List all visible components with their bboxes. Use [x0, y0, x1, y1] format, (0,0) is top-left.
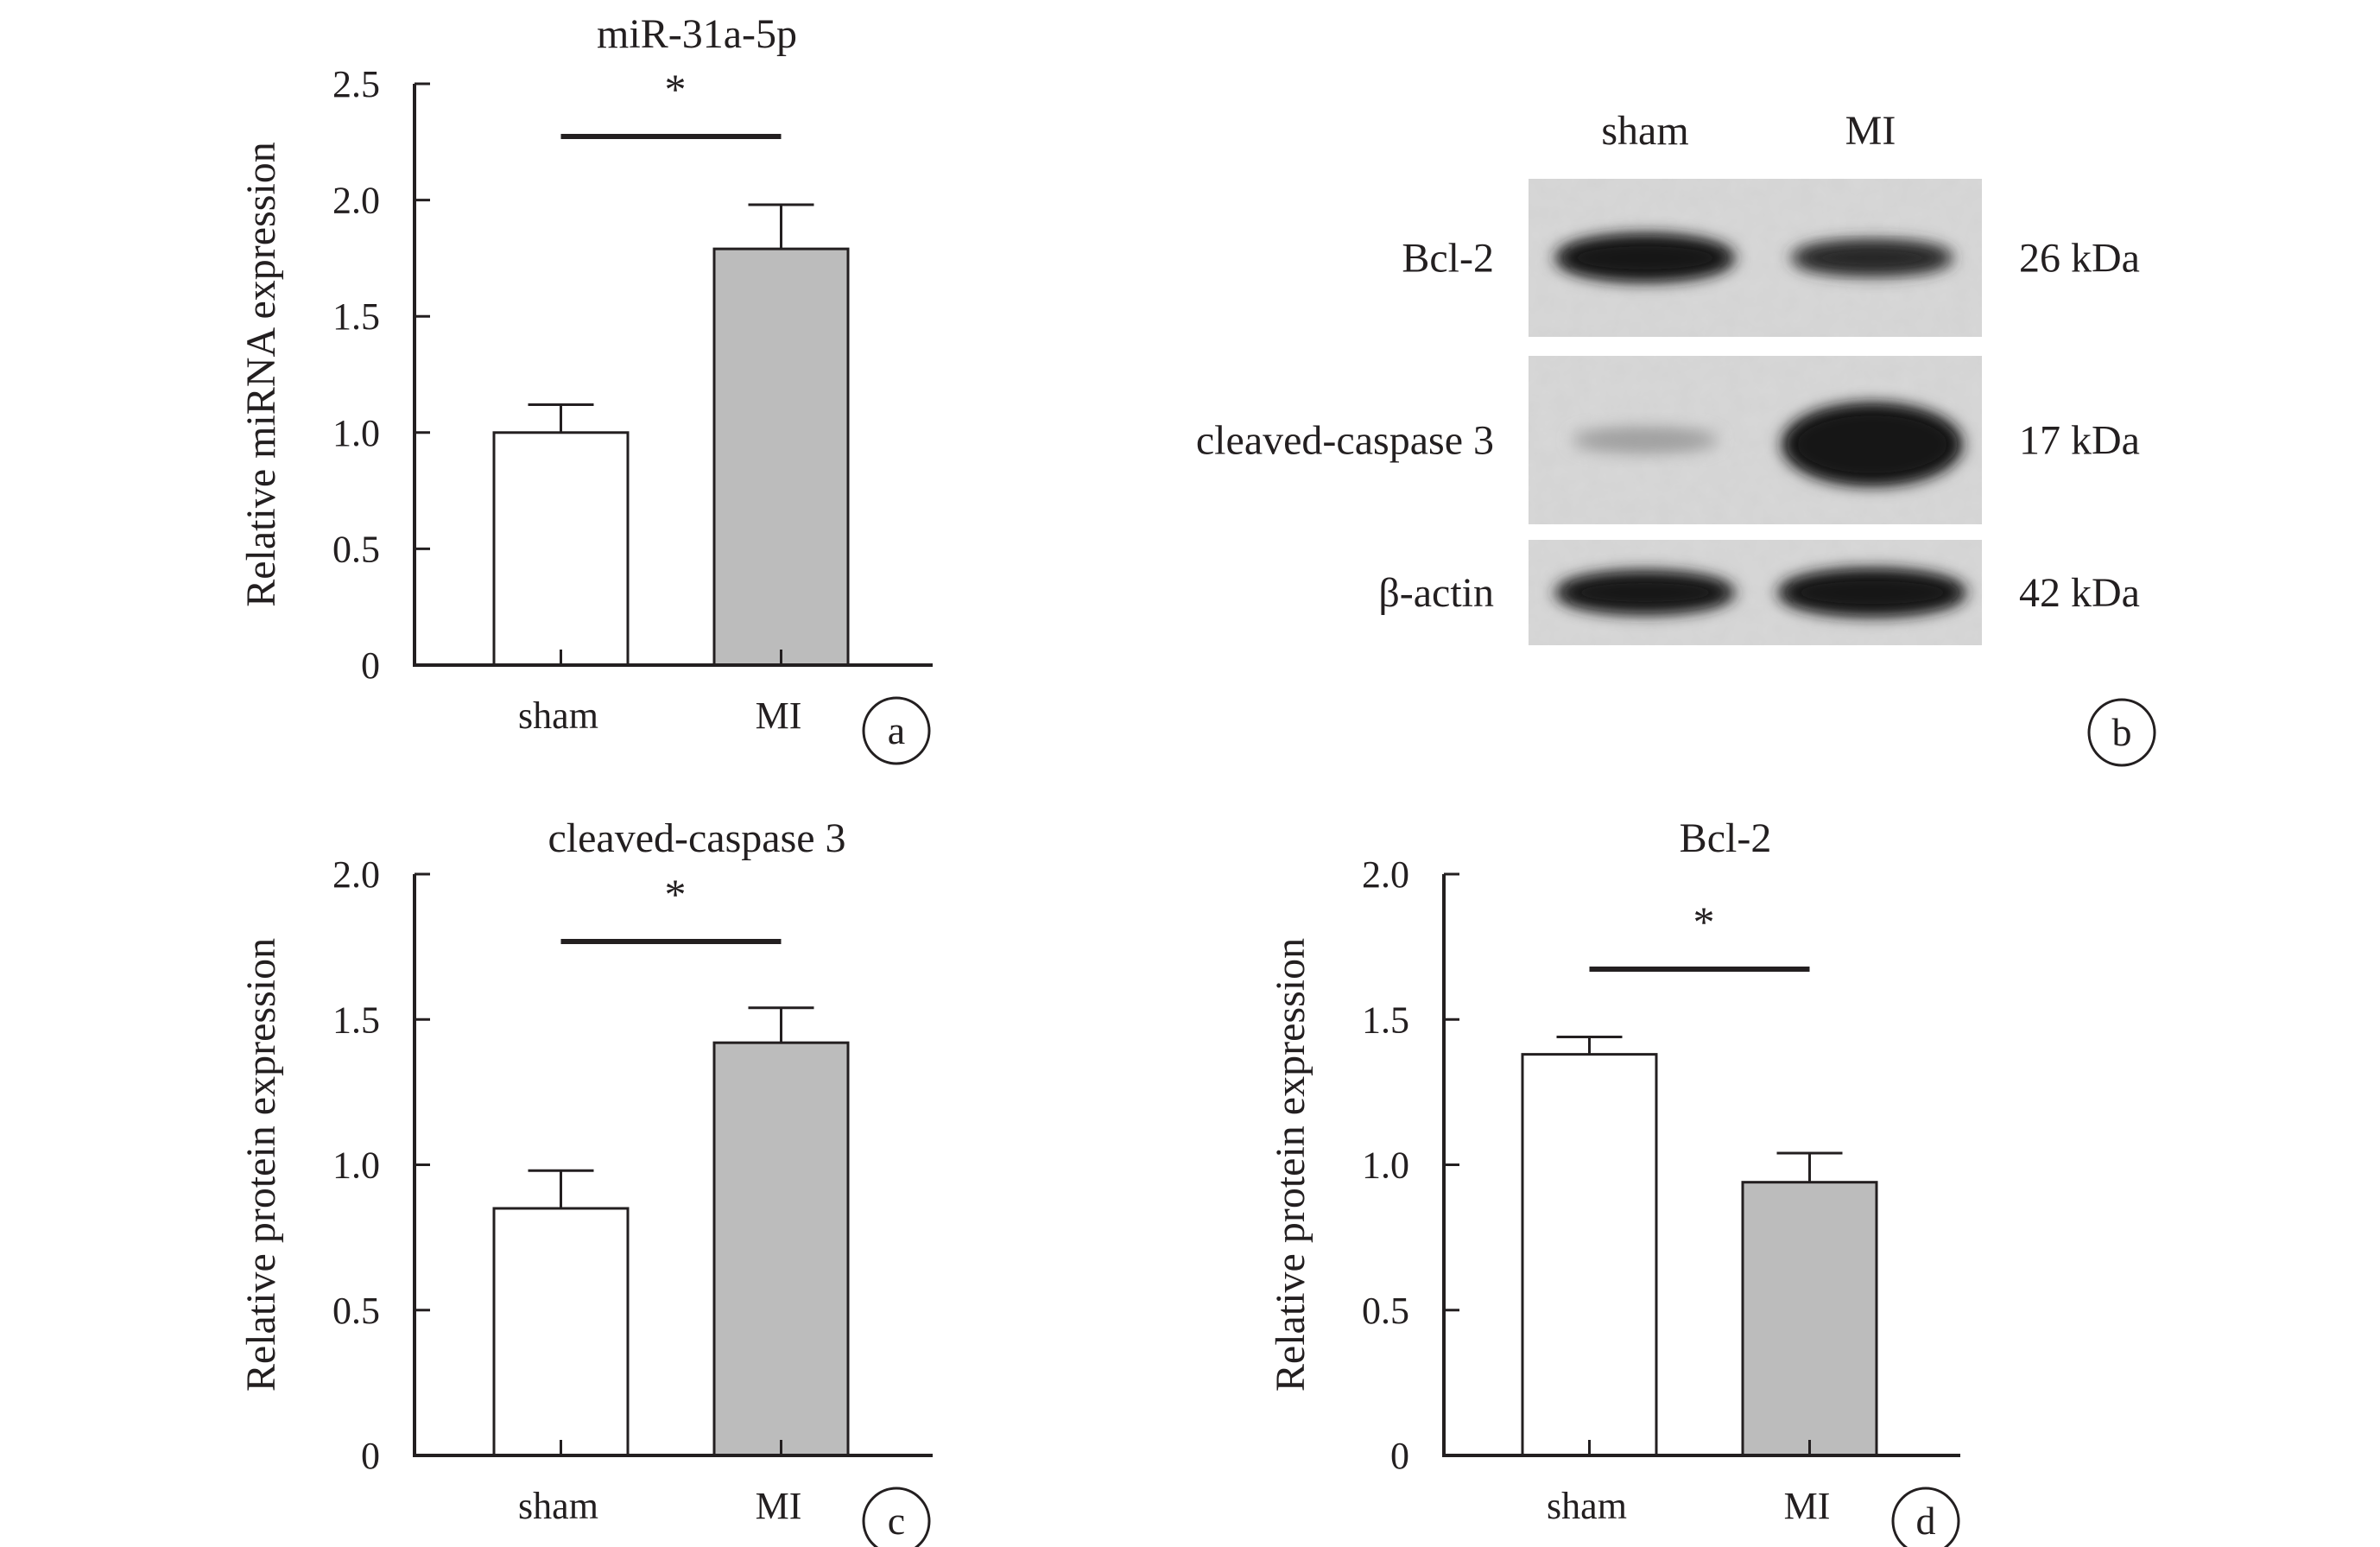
bar-sham: [1521, 1053, 1658, 1457]
y-tick-label: 1.5: [1362, 999, 1409, 1041]
y-tick-label: 2.0: [332, 180, 380, 222]
lane-label: sham: [1601, 108, 1688, 154]
bar-mi: [712, 1041, 850, 1457]
significance-star: *: [665, 65, 687, 113]
blot-row: [1529, 540, 1982, 645]
y-tick-label: 0.5: [332, 1290, 380, 1332]
y-tick-label: 2.0: [332, 853, 380, 896]
x-tick-label: MI: [756, 1485, 802, 1527]
bar-mi: [1741, 1181, 1878, 1457]
panel-letter: d: [1916, 1499, 1936, 1543]
x-tick-label: sham: [518, 1485, 598, 1527]
bar-sham: [492, 1207, 630, 1457]
significance-star: *: [665, 870, 687, 918]
blot-band-core: [1792, 410, 1953, 479]
chart-title: miR-31a-5p: [597, 11, 797, 57]
panel-letter-circle: [862, 696, 931, 765]
x-tick-label: sham: [518, 694, 598, 737]
bar-sham: [492, 431, 630, 667]
protein-label: Bcl-2: [1402, 236, 1494, 282]
panel-letter: b: [2112, 710, 2132, 754]
y-tick-label: 0.5: [332, 528, 380, 570]
y-tick-label: 0: [361, 644, 380, 687]
blot-band-core: [1582, 433, 1708, 447]
protein-label: β-actin: [1378, 570, 1494, 616]
y-axis-label: Relative miRNA expression: [238, 142, 284, 607]
x-tick-label: sham: [1547, 1485, 1627, 1527]
western-blot-panel-b: sham MI Bcl-2 26 kDa cleaved-caspase 3 17 kDa…: [1196, 108, 2156, 767]
blot-row: [1529, 179, 1982, 337]
y-tick-label: 2.5: [332, 63, 380, 105]
size-label: 42 kDa: [2019, 570, 2140, 616]
blot-band-core: [1565, 241, 1725, 275]
y-tick-label: 2.0: [1362, 853, 1409, 896]
y-tick-label: 1.5: [332, 295, 380, 338]
lane-label: MI: [1845, 108, 1896, 154]
blot-band-core: [1565, 578, 1725, 607]
panel-letter-circle: [1891, 1487, 1960, 1547]
panel-letter: a: [888, 708, 905, 752]
y-tick-label: 1.5: [332, 999, 380, 1041]
chart-title: cleaved-caspase 3: [548, 815, 845, 861]
panel-letter-circle: [2087, 698, 2156, 767]
protein-label: cleaved-caspase 3: [1196, 418, 1494, 464]
y-tick-label: 0.5: [1362, 1290, 1409, 1332]
size-label: 26 kDa: [2019, 236, 2140, 282]
chart-panel-a: miR-31a-5p Relative miRNA expression 0 0.5 1…: [238, 11, 933, 765]
blot-band-core: [1801, 246, 1944, 269]
x-tick-label: MI: [756, 694, 802, 737]
size-label: 17 kDa: [2019, 418, 2140, 464]
x-tick-label: MI: [1784, 1485, 1831, 1527]
bar-mi: [712, 247, 850, 667]
blot-row: [1529, 356, 1982, 524]
y-tick-label: 1.0: [332, 412, 380, 454]
blot-band-core: [1788, 575, 1957, 610]
y-tick-label: 1.0: [1362, 1144, 1409, 1187]
y-axis-label: Relative protein expression: [238, 938, 284, 1392]
panel-letter-circle: [862, 1487, 931, 1547]
y-tick-label: 0: [1390, 1435, 1409, 1477]
chart-panel-c: cleaved-caspase 3 Relative protein expres…: [238, 815, 933, 1547]
panel-letter: c: [888, 1499, 905, 1543]
y-tick-label: 0: [361, 1435, 380, 1477]
chart-title: Bcl-2: [1680, 815, 1772, 861]
y-tick-label: 1.0: [332, 1144, 380, 1187]
chart-panel-d: Bcl-2 Relative protein expression 0 0.5 1.0 1…: [1268, 815, 1960, 1547]
y-axis-label: Relative protein expression: [1268, 938, 1313, 1392]
significance-star: *: [1693, 897, 1715, 946]
